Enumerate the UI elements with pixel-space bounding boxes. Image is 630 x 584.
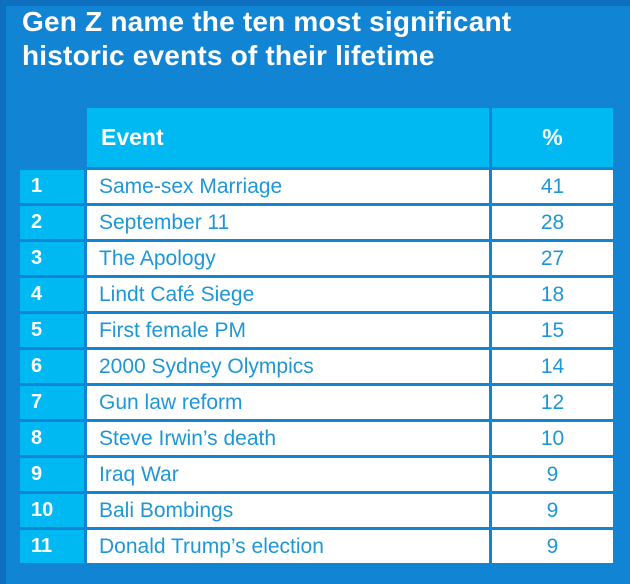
event-cell: Donald Trump’s election xyxy=(87,530,489,563)
percent-cell: 28 xyxy=(492,206,613,239)
page-title-line-1: Gen Z name the ten most significant xyxy=(22,6,512,37)
event-cell: First female PM xyxy=(87,314,489,347)
top-edge-shade xyxy=(0,0,630,6)
percent-cell: 18 xyxy=(492,278,613,311)
rank-cell: 11 xyxy=(20,530,84,563)
event-cell: Bali Bombings xyxy=(87,494,489,527)
percent-cell: 15 xyxy=(492,314,613,347)
events-table: Event % 1 Same-sex Marriage 41 2 Septemb… xyxy=(20,108,613,563)
event-cell: Lindt Café Siege xyxy=(87,278,489,311)
event-cell: September 11 xyxy=(87,206,489,239)
rank-cell: 4 xyxy=(20,278,84,311)
percent-cell: 9 xyxy=(492,530,613,563)
rank-cell: 9 xyxy=(20,458,84,491)
percent-cell: 27 xyxy=(492,242,613,275)
event-column-header: Event xyxy=(87,108,489,167)
page-title: Gen Z name the ten most significant hist… xyxy=(22,5,511,73)
percent-cell: 41 xyxy=(492,170,613,203)
percent-cell: 9 xyxy=(492,494,613,527)
percent-cell: 12 xyxy=(492,386,613,419)
percent-cell: 14 xyxy=(492,350,613,383)
rank-cell: 1 xyxy=(20,170,84,203)
event-cell: Iraq War xyxy=(87,458,489,491)
event-cell: Same-sex Marriage xyxy=(87,170,489,203)
event-cell: The Apology xyxy=(87,242,489,275)
event-cell: 2000 Sydney Olympics xyxy=(87,350,489,383)
rank-cell: 10 xyxy=(20,494,84,527)
event-cell: Steve Irwin’s death xyxy=(87,422,489,455)
event-cell: Gun law reform xyxy=(87,386,489,419)
left-edge-shade xyxy=(0,0,6,584)
percent-column-header: % xyxy=(492,108,613,167)
rank-cell: 5 xyxy=(20,314,84,347)
header-spacer-cell xyxy=(20,108,84,167)
percent-cell: 9 xyxy=(492,458,613,491)
rank-cell: 6 xyxy=(20,350,84,383)
rank-cell: 7 xyxy=(20,386,84,419)
rank-cell: 2 xyxy=(20,206,84,239)
percent-cell: 10 xyxy=(492,422,613,455)
page-title-line-2: historic events of their lifetime xyxy=(22,40,435,71)
rank-cell: 8 xyxy=(20,422,84,455)
rank-cell: 3 xyxy=(20,242,84,275)
